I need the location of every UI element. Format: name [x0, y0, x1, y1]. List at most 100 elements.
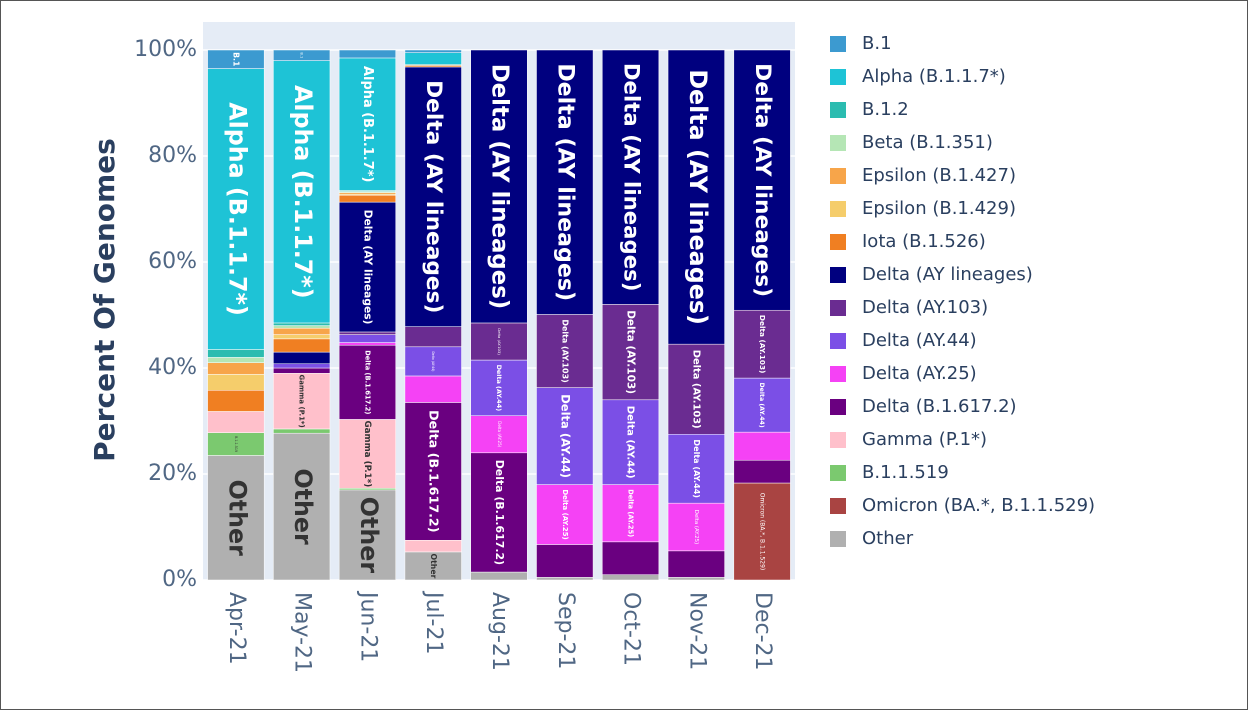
bar-segment — [273, 328, 331, 335]
bar-segment — [338, 57, 396, 191]
legend-swatch — [830, 36, 846, 52]
segment-label: Delta (AY.25) — [561, 489, 569, 539]
segment-label: Delta (AY lineages) — [619, 63, 644, 292]
segment-label: Delta (AY.25) — [693, 510, 699, 544]
bar-segment — [536, 484, 594, 545]
segment-label: Delta (AY lineages) — [684, 69, 712, 324]
segment-label: Gamma (P.1*) — [362, 420, 372, 487]
bar-segment — [207, 349, 265, 358]
bar-segment — [207, 455, 265, 581]
bar-segment — [207, 374, 265, 391]
bar-segment — [338, 331, 396, 335]
segment-label: B.1 — [300, 52, 304, 58]
x-tick-label: Jul-21 — [421, 590, 446, 654]
bar-segment — [470, 452, 528, 573]
segment-label: Delta (B.1.617.2) — [363, 350, 371, 414]
bar-segment — [338, 49, 396, 59]
legend-swatch — [830, 531, 846, 547]
bar-segment — [470, 571, 528, 581]
legend-swatch — [830, 135, 846, 151]
legend-label: Iota (B.1.526) — [862, 231, 986, 252]
bar-segment — [536, 387, 594, 485]
bar-segment — [602, 484, 660, 543]
bar-segment — [733, 49, 791, 311]
bar-segment — [207, 357, 265, 363]
bar-segment — [602, 574, 660, 581]
legend-swatch — [830, 432, 846, 448]
legend-label: Other — [862, 528, 914, 549]
bar-segment — [273, 325, 331, 329]
bar-segment — [404, 375, 462, 403]
legend-swatch — [830, 399, 846, 415]
bar-segment — [602, 541, 660, 575]
legend-label: Omicron (BA.*, B.1.1.529) — [862, 495, 1095, 516]
segment-label: Delta (AY.103) — [560, 319, 569, 382]
legend-swatch — [830, 333, 846, 349]
bar-segment — [667, 343, 725, 435]
bar-segment — [536, 314, 594, 388]
x-tick-label: Aug-21 — [487, 592, 512, 671]
bar-segment — [273, 373, 331, 430]
segment-label: Other — [223, 480, 251, 557]
bar-segment — [470, 359, 528, 416]
bar-segment — [602, 304, 660, 401]
bar-segment — [404, 326, 462, 348]
bar-segment — [207, 411, 265, 433]
bar-segment — [536, 577, 594, 581]
legend-swatch — [830, 366, 846, 382]
segment-label: Delta (AY.103) — [758, 315, 767, 374]
segment-label: Delta (AY.25) — [627, 489, 635, 537]
segment-label: Alpha (B.1.1.7*) — [289, 85, 317, 299]
bar-segment — [338, 489, 396, 581]
bar-segment — [404, 49, 462, 53]
bar-segment — [733, 482, 791, 581]
bar-segment — [404, 346, 462, 377]
segment-label: B.1.1.519 — [234, 436, 238, 452]
segment-label: Delta (AY lineages) — [750, 63, 775, 297]
segment-label: Alpha (B.1.1.7*) — [360, 66, 375, 182]
bar-segment — [536, 49, 594, 315]
segment-label: Delta (AY lineages) — [487, 64, 513, 310]
y-tick-label: 60% — [148, 249, 197, 274]
segment-label: Delta (AY lineages) — [421, 80, 446, 313]
legend-swatch — [830, 102, 846, 118]
bar-segment — [470, 322, 528, 361]
legend-label: Epsilon (B.1.429) — [862, 198, 1016, 219]
bar-segment — [733, 431, 791, 461]
segment-label: Delta (AY.103) — [690, 350, 701, 429]
segment-label: Delta (AY.44) — [495, 365, 503, 412]
segment-label: Delta (AY.44) — [692, 439, 701, 498]
legend-swatch — [830, 498, 846, 514]
y-axis-title: Percent Of Genomes — [88, 138, 121, 462]
bar-segment — [273, 351, 331, 365]
bar-segment — [667, 434, 725, 504]
legend-label: Beta (B.1.351) — [862, 132, 993, 153]
bar-segment — [602, 49, 660, 305]
bar-segment — [273, 322, 331, 326]
segment-label: Delta (AY lineages) — [361, 210, 374, 325]
segment-label: Delta (AY.44) — [758, 383, 765, 428]
bar-segment — [207, 390, 265, 412]
bar-segment — [404, 402, 462, 541]
y-tick-label: 0% — [162, 567, 197, 592]
bar-segment — [404, 52, 462, 65]
bar-segment — [273, 367, 331, 374]
bar-segment — [338, 334, 396, 343]
legend-label: B.1.2 — [862, 99, 909, 120]
bar-segment — [338, 342, 396, 346]
bar-segment — [667, 577, 725, 581]
legend-swatch — [830, 201, 846, 217]
bar-segment — [338, 419, 396, 489]
x-tick-label: Apr-21 — [224, 592, 249, 665]
segment-label: Delta (AY.44) — [558, 394, 572, 478]
legend-swatch — [830, 465, 846, 481]
bar-segment — [207, 68, 265, 350]
segment-label: Delta (B.1.617.2) — [427, 410, 442, 532]
bar-segment — [207, 362, 265, 375]
x-tick-label: Jun-21 — [355, 590, 380, 662]
segment-label: Delta (B.1.617.2) — [493, 460, 506, 565]
bar-segment — [273, 334, 331, 340]
bar-segment — [470, 49, 528, 324]
legend-swatch — [830, 267, 846, 283]
